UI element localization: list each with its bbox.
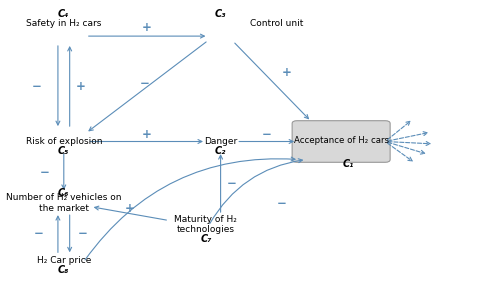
Text: C₇: C₇	[200, 234, 211, 244]
Text: +: +	[76, 80, 86, 93]
Text: Maturity of H₂
technologies: Maturity of H₂ technologies	[174, 215, 238, 234]
Text: −: −	[78, 226, 88, 239]
FancyBboxPatch shape	[292, 121, 390, 162]
Text: C₂: C₂	[215, 146, 226, 156]
Text: C₁: C₁	[342, 159, 353, 169]
Text: −: −	[140, 77, 149, 90]
Text: C₆: C₆	[58, 188, 70, 198]
Text: −: −	[34, 226, 43, 239]
Text: C₅: C₅	[58, 146, 70, 156]
Text: −: −	[277, 198, 287, 210]
Text: −: −	[32, 80, 42, 93]
Text: −: −	[226, 177, 236, 190]
Text: +: +	[125, 202, 135, 215]
Text: Acceptance of H₂ cars: Acceptance of H₂ cars	[294, 136, 388, 145]
Text: +: +	[142, 21, 152, 34]
Text: Number of H₂ vehicles on
the market: Number of H₂ vehicles on the market	[6, 193, 121, 213]
Text: C₈: C₈	[58, 265, 70, 275]
Text: Control unit: Control unit	[250, 19, 304, 28]
Text: Safety in H₂ cars: Safety in H₂ cars	[26, 19, 102, 28]
Text: Danger: Danger	[204, 137, 237, 146]
Text: C₃: C₃	[215, 9, 226, 19]
Text: +: +	[142, 128, 152, 141]
Text: H₂ Car price: H₂ Car price	[36, 256, 91, 265]
Text: Risk of explosion: Risk of explosion	[26, 137, 102, 146]
Text: +: +	[282, 66, 292, 79]
Text: −: −	[40, 166, 50, 179]
Text: −: −	[262, 128, 272, 141]
Text: C₄: C₄	[58, 9, 70, 19]
